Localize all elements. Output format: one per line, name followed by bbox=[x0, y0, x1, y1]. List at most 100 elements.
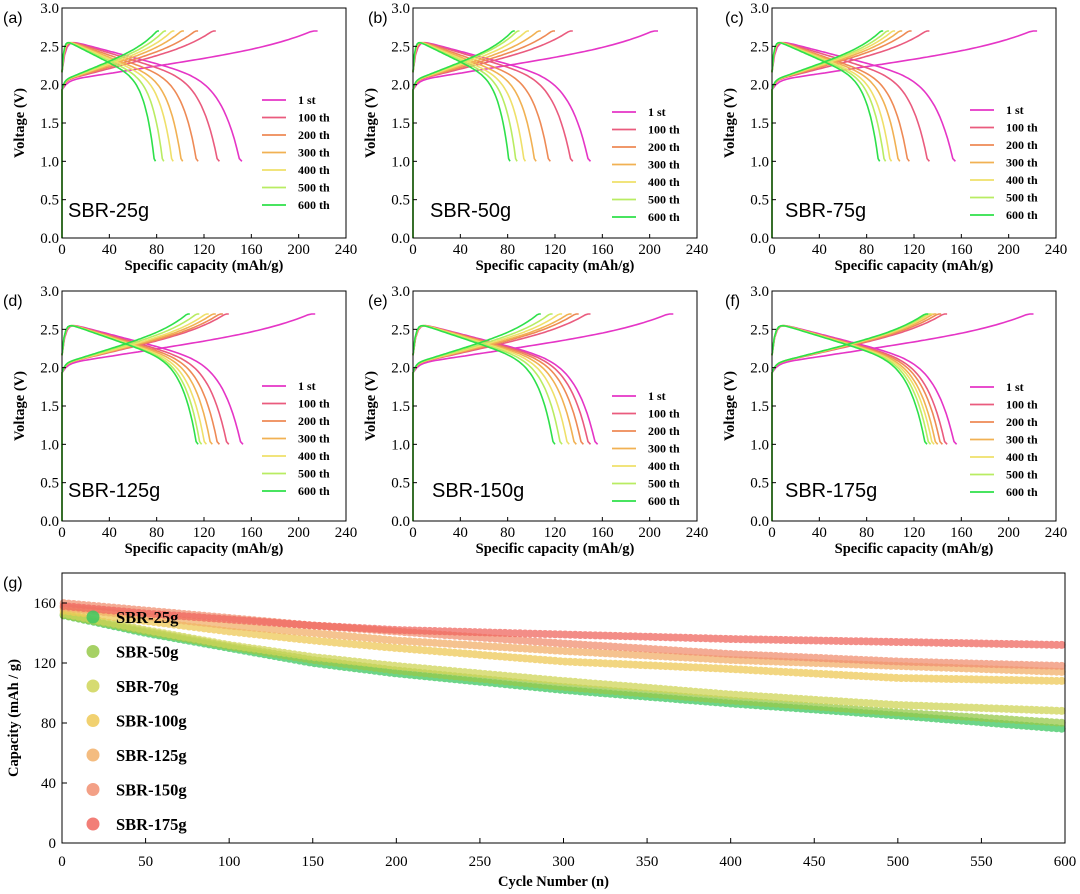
legend-entry: 400 th bbox=[298, 449, 330, 463]
panel-d: 0 40 80 120 160 200 240 0.0 0.5 1.0 1.5 2.0 2.5 3.0 Sp… bbox=[3, 284, 357, 557]
panel-b: 0 40 80 120 160 200 240 0.0 0.5 1.0 1.5 2.0 2.5 3.0 Sp… bbox=[363, 1, 708, 274]
y-tick-label: 1.0 bbox=[391, 437, 410, 453]
legend-entry: 1 st bbox=[298, 379, 316, 393]
legend-entry: SBR-25g bbox=[116, 608, 179, 627]
x-tick-label: 150 bbox=[302, 854, 325, 870]
legend-entry: 400 th bbox=[648, 175, 680, 189]
x-tick-label: 240 bbox=[335, 242, 358, 258]
y-tick-label: 0.5 bbox=[40, 476, 59, 492]
x-tick-label: 120 bbox=[193, 242, 216, 258]
legend-marker bbox=[86, 748, 100, 762]
charge-curve-1 bbox=[412, 30, 658, 238]
y-tick-label: 1.5 bbox=[750, 116, 769, 132]
x-tick-label: 0 bbox=[58, 525, 66, 541]
x-tick-label: 120 bbox=[193, 525, 216, 541]
charge-curve-7 bbox=[61, 30, 159, 238]
x-tick-label: 240 bbox=[686, 525, 709, 541]
y-tick-label: 0.0 bbox=[391, 514, 410, 530]
y-tick-label: 0.5 bbox=[391, 193, 410, 209]
y-tick-label: 0.0 bbox=[750, 514, 769, 530]
legend-marker bbox=[86, 783, 100, 796]
x-tick-label: 40 bbox=[102, 242, 117, 258]
x-tick-label: 250 bbox=[469, 854, 492, 870]
y-tick-label: 1.5 bbox=[40, 116, 59, 132]
x-tick-label: 200 bbox=[638, 525, 661, 541]
y-tick-label: 2.5 bbox=[750, 39, 769, 55]
y-tick-label: 1.0 bbox=[750, 154, 769, 170]
x-tick-label: 40 bbox=[812, 242, 827, 258]
y-tick-label: 2.5 bbox=[750, 322, 769, 338]
x-tick-label: 160 bbox=[591, 525, 614, 541]
y-tick-label: 0.5 bbox=[391, 476, 410, 492]
x-tick-label: 80 bbox=[859, 525, 874, 541]
panel-label: (f) bbox=[725, 293, 740, 310]
x-tick-label: 200 bbox=[997, 525, 1020, 541]
discharge-curve-1 bbox=[61, 324, 244, 445]
charge-curve-7 bbox=[61, 313, 190, 521]
y-tick-label: 0.5 bbox=[750, 476, 769, 492]
y-tick-label: 1.0 bbox=[750, 437, 769, 453]
y-axis-label: Voltage (V) bbox=[12, 371, 28, 441]
legend-entry: 400 th bbox=[1006, 173, 1038, 187]
x-tick-label: 160 bbox=[591, 242, 614, 258]
y-tick-label: 1.5 bbox=[391, 116, 410, 132]
x-tick-label: 550 bbox=[970, 854, 993, 870]
x-tick-label: 300 bbox=[552, 854, 575, 870]
legend-entry: SBR-50g bbox=[116, 643, 179, 662]
charge-curve-7 bbox=[771, 30, 884, 238]
legend-entry: 300 th bbox=[1006, 433, 1038, 447]
legend-entry: SBR-125g bbox=[116, 746, 187, 765]
x-tick-label: 200 bbox=[997, 242, 1020, 258]
legend-marker bbox=[86, 645, 100, 658]
x-axis-label: Specific capacity (mAh/g) bbox=[125, 541, 284, 557]
panel-label: (d) bbox=[3, 293, 23, 310]
y-tick-label: 0 bbox=[49, 836, 57, 852]
legend-entry: SBR-70g bbox=[116, 677, 179, 696]
series-SBR-70g bbox=[59, 609, 1066, 715]
legend-entry: 300 th bbox=[648, 158, 680, 172]
data-point bbox=[1057, 676, 1066, 685]
legend-entry: 600 th bbox=[298, 484, 330, 498]
legend-entry: 600 th bbox=[298, 198, 330, 212]
legend-entry: 300 th bbox=[648, 442, 680, 456]
y-tick-label: 1.0 bbox=[40, 154, 59, 170]
legend-entry: 1 st bbox=[648, 105, 666, 119]
data-point bbox=[1057, 667, 1066, 676]
y-tick-label: 3.0 bbox=[40, 284, 59, 300]
x-tick-label: 120 bbox=[903, 242, 926, 258]
x-tick-label: 160 bbox=[240, 242, 263, 258]
legend-entry: 100 th bbox=[648, 123, 680, 137]
legend-entry: 500 th bbox=[1006, 468, 1038, 482]
charge-curve-1 bbox=[771, 30, 1038, 238]
x-tick-label: 40 bbox=[453, 242, 468, 258]
y-tick-label: 2.5 bbox=[391, 39, 410, 55]
y-tick-label: 80 bbox=[41, 716, 56, 732]
legend-marker bbox=[86, 679, 100, 693]
x-tick-label: 200 bbox=[385, 854, 408, 870]
data-point bbox=[1057, 661, 1066, 670]
x-tick-label: 240 bbox=[686, 242, 709, 258]
series-SBR-175g bbox=[59, 602, 1066, 649]
y-tick-label: 3.0 bbox=[750, 284, 769, 300]
y-tick-label: 2.0 bbox=[391, 361, 410, 377]
x-tick-label: 120 bbox=[903, 525, 926, 541]
discharge-curve-1 bbox=[61, 41, 243, 162]
legend-entry: 600 th bbox=[1006, 208, 1038, 222]
sample-tag: SBR-125g bbox=[68, 480, 160, 502]
x-axis-label: Specific capacity (mAh/g) bbox=[835, 258, 994, 274]
sample-tag: SBR-25g bbox=[68, 200, 149, 222]
legend-entry: 100 th bbox=[648, 407, 680, 421]
data-point bbox=[1057, 640, 1066, 649]
legend-entry: 100 th bbox=[1006, 121, 1038, 135]
y-axis-label: Capacity (mAh / g) bbox=[6, 659, 22, 777]
x-axis-label: Specific capacity (mAh/g) bbox=[835, 541, 994, 557]
x-tick-label: 0 bbox=[768, 242, 776, 258]
y-tick-label: 2.0 bbox=[391, 78, 410, 94]
charge-curve-1 bbox=[771, 313, 1034, 521]
legend-entry: 600 th bbox=[648, 210, 680, 224]
charge-curve-1 bbox=[61, 30, 318, 238]
panel-g: 0 50 100 150 200 250 300 350 400 450 500 550 600 0 40 8… bbox=[3, 572, 1076, 890]
x-tick-label: 200 bbox=[638, 242, 661, 258]
legend-entry: 200 th bbox=[298, 414, 330, 428]
legend-entry: 100 th bbox=[298, 397, 330, 411]
